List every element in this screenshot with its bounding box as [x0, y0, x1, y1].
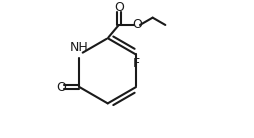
- Text: O: O: [56, 81, 66, 94]
- Text: O: O: [114, 1, 124, 14]
- Text: O: O: [132, 18, 142, 31]
- Text: F: F: [133, 57, 140, 70]
- Text: NH: NH: [70, 41, 89, 54]
